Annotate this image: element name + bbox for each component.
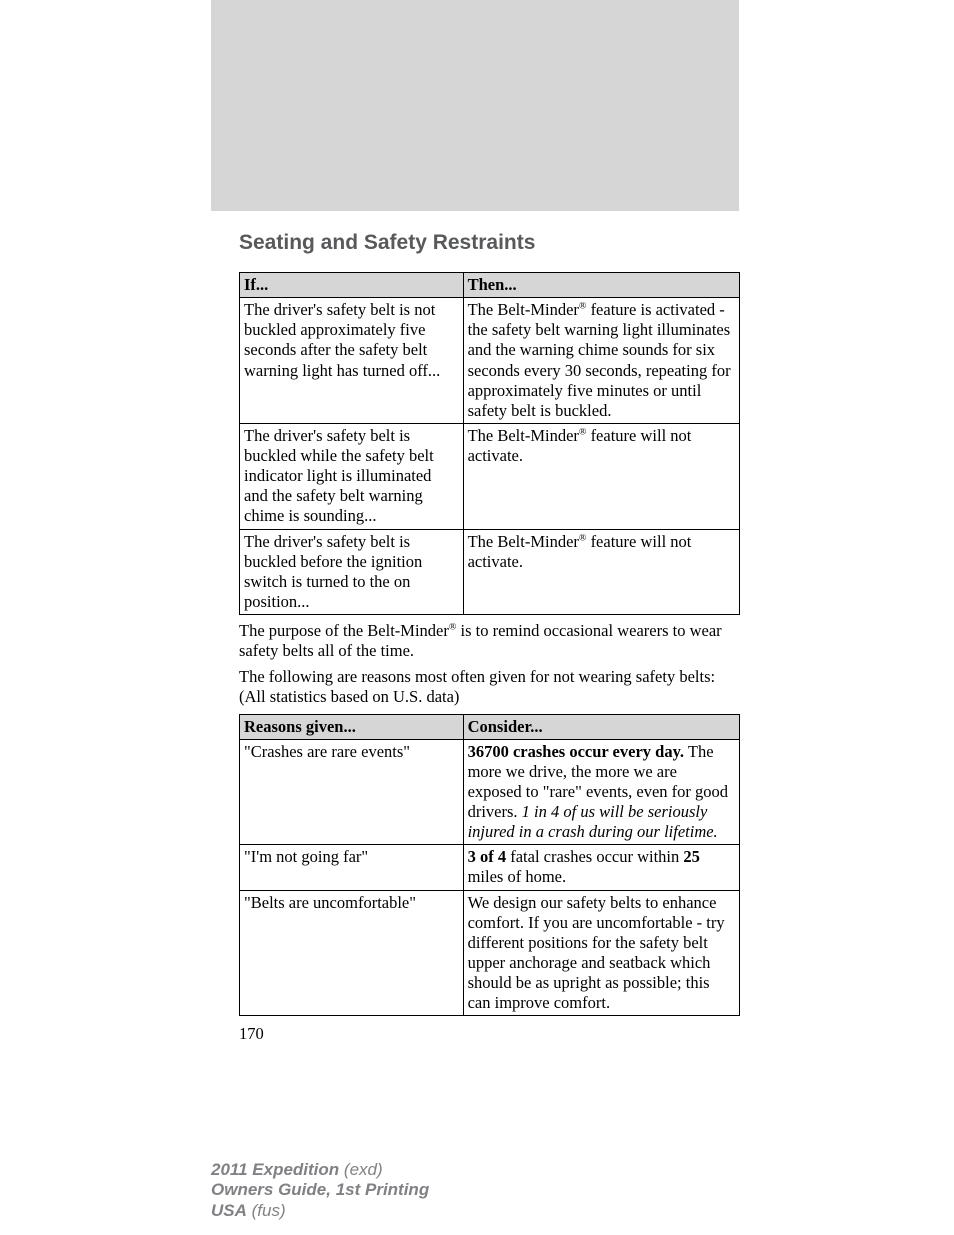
table1-header-right: Then... (463, 273, 739, 298)
table-row: The driver's safety belt is buckled befo… (240, 529, 740, 615)
content-area: If... Then... The driver's safety belt i… (239, 272, 740, 1044)
reasons-intro-paragraph: The following are reasons most often giv… (239, 667, 740, 707)
document-page: Seating and Safety Restraints If... Then… (0, 0, 954, 1235)
footer-line-1: 2011 Expedition (exd) (211, 1160, 429, 1180)
if-then-table: If... Then... The driver's safety belt i… (239, 272, 740, 615)
table2-cell-left: "Crashes are rare events" (240, 739, 464, 845)
footer-guide: Owners Guide, 1st Printing (211, 1180, 429, 1200)
page-number: 170 (239, 1024, 740, 1044)
footer-exd: (exd) (339, 1160, 382, 1179)
footer-model: 2011 Expedition (211, 1160, 339, 1179)
footer-fus: (fus) (247, 1201, 286, 1220)
table2-cell-right: 3 of 4 fatal crashes occur within 25 mil… (463, 845, 739, 890)
header-gray-box (211, 0, 739, 211)
table1-cell-left: The driver's safety belt is buckled befo… (240, 529, 464, 615)
table1-cell-right: The Belt-Minder® feature will not activa… (463, 529, 739, 615)
table-row: "I'm not going far" 3 of 4 fatal crashes… (240, 845, 740, 890)
table2-cell-right: 36700 crashes occur every day. The more … (463, 739, 739, 845)
table-row: The driver's safety belt is not buckled … (240, 298, 740, 424)
table1-cell-left: The driver's safety belt is buckled whil… (240, 423, 464, 529)
table2-cell-left: "Belts are uncomfortable" (240, 890, 464, 1016)
section-title: Seating and Safety Restraints (239, 231, 535, 255)
table2-header-right: Consider... (463, 714, 739, 739)
table2-cell-right: We design our safety belts to enhance co… (463, 890, 739, 1016)
table2-header-left: Reasons given... (240, 714, 464, 739)
table1-cell-right: The Belt-Minder® feature is activated - … (463, 298, 739, 424)
table1-cell-right: The Belt-Minder® feature will not activa… (463, 423, 739, 529)
footer-block: 2011 Expedition (exd) Owners Guide, 1st … (211, 1160, 429, 1221)
table-row: "Belts are uncomfortable" We design our … (240, 890, 740, 1016)
table-row: The driver's safety belt is buckled whil… (240, 423, 740, 529)
table-row: "Crashes are rare events" 36700 crashes … (240, 739, 740, 845)
footer-region: USA (211, 1201, 247, 1220)
table1-cell-left: The driver's safety belt is not buckled … (240, 298, 464, 424)
footer-line-3: USA (fus) (211, 1201, 429, 1221)
reasons-consider-table: Reasons given... Consider... "Crashes ar… (239, 714, 740, 1017)
purpose-paragraph: The purpose of the Belt-Minder® is to re… (239, 621, 740, 661)
table2-cell-left: "I'm not going far" (240, 845, 464, 890)
table1-header-left: If... (240, 273, 464, 298)
